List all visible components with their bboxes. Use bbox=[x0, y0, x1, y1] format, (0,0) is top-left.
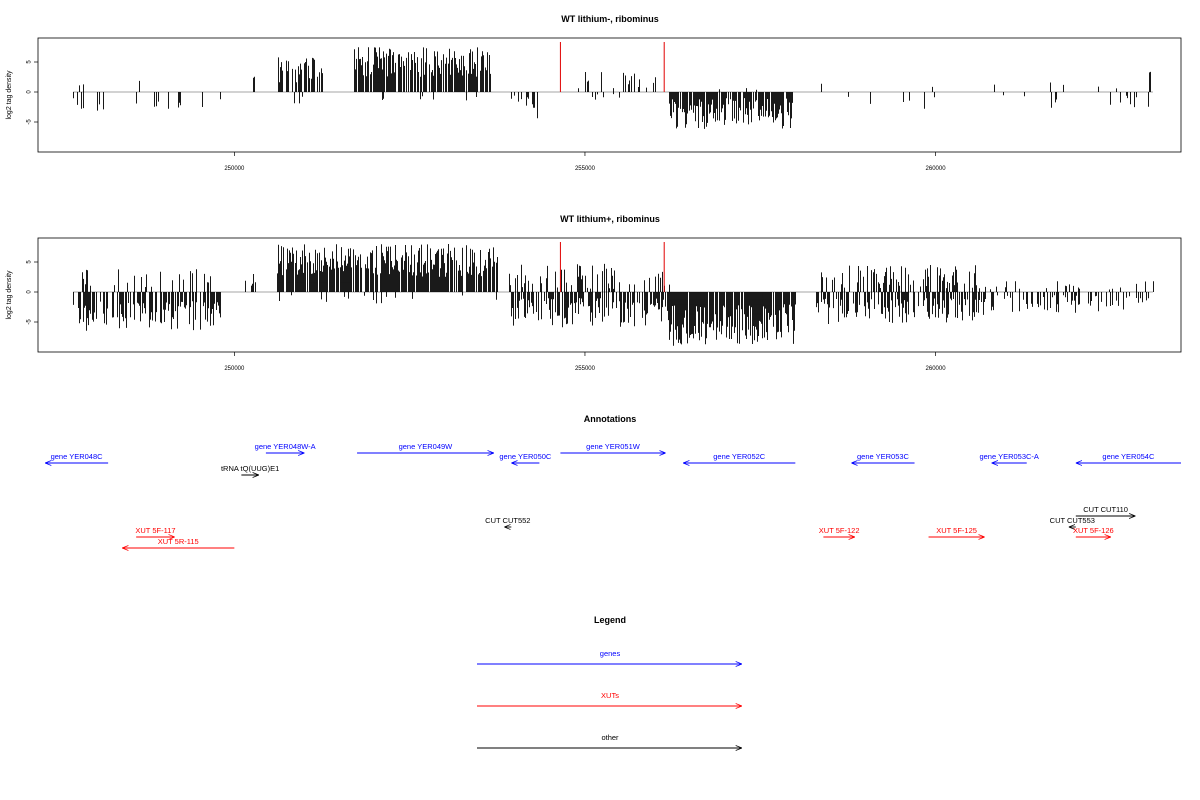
panel-title: WT lithium-, ribominus bbox=[561, 14, 659, 24]
feature-gene: gene YER049W bbox=[357, 442, 494, 453]
legend-label: XUTs bbox=[601, 691, 619, 700]
x-tick-label: 255000 bbox=[575, 166, 596, 172]
feature-gene: gene YER051W bbox=[560, 442, 666, 453]
feature-other: CUT CUT553 bbox=[1050, 516, 1095, 527]
legend-items: genes XUTs other bbox=[477, 649, 742, 748]
feature-markers bbox=[559, 42, 665, 92]
x-tick-label: 260000 bbox=[926, 366, 947, 372]
coverage-bar-series bbox=[73, 244, 1154, 346]
feature-xut: XUT 5F-125 bbox=[928, 526, 985, 537]
y-axis-label: log2 tag density bbox=[6, 70, 13, 120]
feature-label: gene YER048W-A bbox=[255, 442, 316, 451]
x-tick-label: 255000 bbox=[575, 366, 596, 372]
feature-gene: gene YER048W-A bbox=[255, 442, 316, 453]
feature-other: CUT CUT110 bbox=[1075, 505, 1136, 516]
feature-gene: gene YER050C bbox=[499, 452, 552, 463]
legend-title: Legend bbox=[594, 615, 626, 625]
feature-gene: gene YER052C bbox=[683, 452, 796, 463]
feature-gene: gene YER053C-A bbox=[979, 452, 1039, 463]
feature-label: gene YER054C bbox=[1102, 452, 1155, 461]
axes: 250000 255000 260000 -5 0 5 bbox=[27, 60, 947, 172]
feature-label: XUT 5F-126 bbox=[1073, 526, 1114, 535]
coverage-bar-series bbox=[73, 47, 1151, 129]
coverage-bars bbox=[73, 244, 1154, 346]
feature-label: gene YER049W bbox=[399, 442, 454, 451]
feature-other: tRNA tQ(UUG)E1 bbox=[221, 464, 279, 475]
feature-list: gene YER048C gene YER048W-A gene YER049W ge… bbox=[45, 442, 1181, 548]
x-tick-label: 260000 bbox=[926, 166, 947, 172]
legend-item: XUTs bbox=[477, 691, 742, 706]
y-tick-label: 5 bbox=[27, 260, 33, 264]
feature-gene: gene YER053C bbox=[851, 452, 915, 463]
plot-frame bbox=[37, 37, 1182, 153]
feature-xut: XUT 5F-122 bbox=[819, 526, 860, 537]
feature-label: gene YER051W bbox=[586, 442, 641, 451]
feature-label: tRNA tQ(UUG)E1 bbox=[221, 464, 279, 473]
y-axis-label: log2 tag density bbox=[6, 270, 13, 320]
y-tick-label: -5 bbox=[27, 319, 33, 325]
feature-label: gene YER053C-A bbox=[979, 452, 1038, 461]
legend-label: other bbox=[601, 733, 619, 742]
y-tick-label: 0 bbox=[27, 90, 33, 94]
y-tick-label: -5 bbox=[27, 119, 33, 125]
y-tick-label: 0 bbox=[27, 290, 33, 294]
plot-frame bbox=[37, 237, 1182, 353]
feature-other: CUT CUT552 bbox=[485, 516, 530, 527]
panel-title: WT lithium+, ribominus bbox=[560, 214, 660, 224]
feature-label: CUT CUT553 bbox=[1050, 516, 1095, 525]
feature-label: gene YER048C bbox=[51, 452, 104, 461]
x-tick-label: 250000 bbox=[224, 366, 245, 372]
coverage-bars bbox=[73, 47, 1153, 129]
feature-label: gene YER052C bbox=[713, 452, 766, 461]
x-tick-label: 250000 bbox=[224, 166, 245, 172]
feature-label: XUT 5R-115 bbox=[158, 537, 199, 546]
legend-item: genes bbox=[477, 649, 742, 664]
feature-label: gene YER050C bbox=[499, 452, 552, 461]
legend-item: other bbox=[477, 733, 742, 748]
legend-label: genes bbox=[600, 649, 621, 658]
feature-gene: gene YER048C bbox=[45, 452, 109, 463]
y-tick-label: 5 bbox=[27, 60, 33, 64]
feature-label: XUT 5F-117 bbox=[135, 526, 175, 535]
coverage-panel-lithium-plus: WT lithium+, ribominus log2 tag density … bbox=[6, 214, 1182, 372]
annotations-title: Annotations bbox=[584, 414, 637, 424]
feature-label: CUT CUT552 bbox=[485, 516, 530, 525]
feature-label: gene YER053C bbox=[857, 452, 910, 461]
legend: Legend genes XUTs other bbox=[477, 615, 742, 748]
coverage-panel-lithium-minus: WT lithium-, ribominus log2 tag density … bbox=[6, 14, 1182, 172]
feature-label: XUT 5F-125 bbox=[936, 526, 977, 535]
feature-xut: XUT 5R-115 bbox=[122, 537, 235, 548]
feature-gene: gene YER054C bbox=[1075, 452, 1181, 463]
feature-xut: XUT 5F-117 bbox=[135, 526, 176, 537]
feature-markers bbox=[559, 242, 665, 292]
feature-label: CUT CUT110 bbox=[1083, 505, 1128, 514]
feature-xut: XUT 5F-126 bbox=[1073, 526, 1114, 537]
feature-label: XUT 5F-122 bbox=[819, 526, 860, 535]
axes: 250000 255000 260000 -5 0 5 bbox=[27, 260, 947, 372]
